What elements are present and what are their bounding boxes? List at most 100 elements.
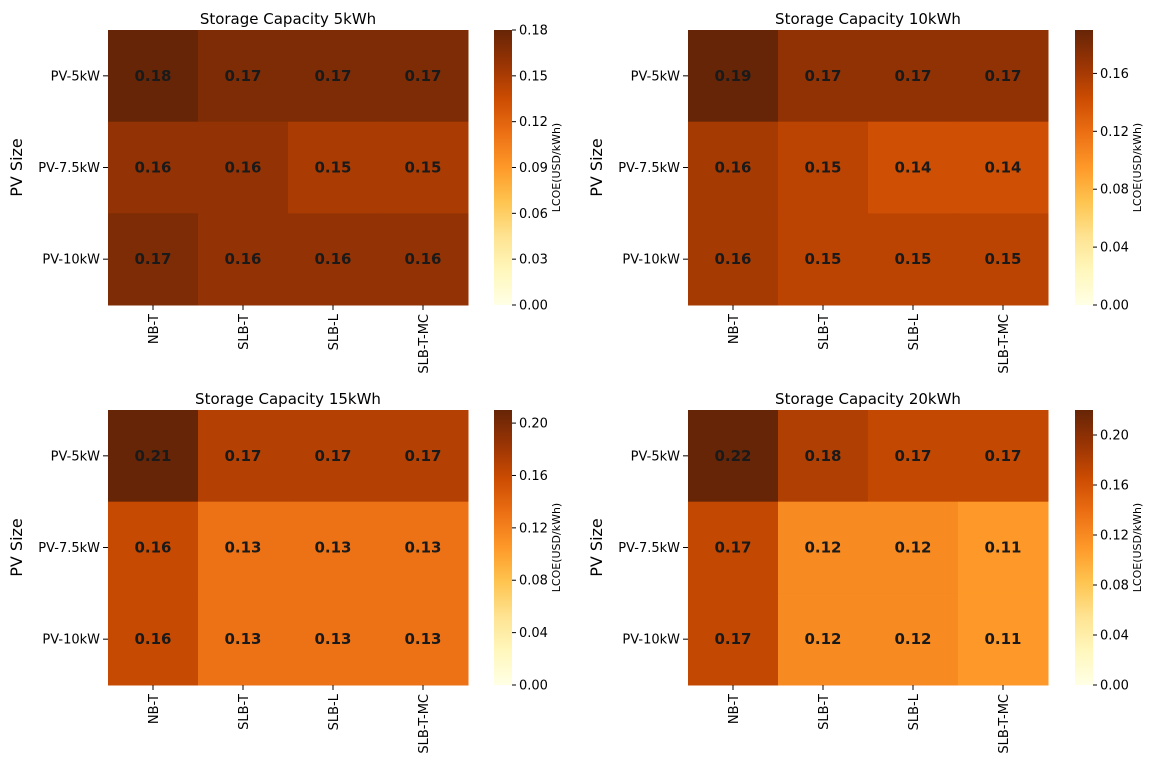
colorbar-label: LCOE(USD/kWh) (1131, 503, 1144, 592)
heatmap-cell (958, 593, 1049, 686)
panel-title: Storage Capacity 15kWh (195, 390, 381, 408)
heatmap-panel-1: Storage Capacity 5kWh 0.18 0.17 0.17 0.17 0.1… (7, 10, 563, 374)
panel-title: Storage Capacity 20kWh (775, 390, 961, 408)
cell-value-label: 0.17 (224, 447, 261, 465)
cell-value-label: 0.17 (714, 539, 751, 557)
colorbar-tick-label: 0.18 (519, 24, 548, 39)
x-tick-label: NB-T (147, 314, 162, 344)
y-tick-label: PV-7.5kW (618, 541, 680, 556)
y-tick-label: PV-10kW (42, 633, 100, 648)
colorbar-tick-label: 0.16 (1100, 67, 1129, 82)
heatmap-cell (198, 121, 289, 214)
cell-value-label: 0.13 (314, 539, 351, 557)
colorbar (494, 410, 512, 685)
cell-value-label: 0.19 (714, 67, 751, 85)
colorbar-tick-label: 0.00 (519, 679, 548, 694)
cell-value-label: 0.17 (984, 447, 1021, 465)
heatmap-cell (868, 593, 959, 686)
colorbar-tick-label: 0.20 (1100, 429, 1129, 444)
cell-value-label: 0.13 (404, 539, 441, 557)
cell-value-label: 0.17 (894, 447, 931, 465)
cell-value-label: 0.16 (714, 250, 751, 268)
y-tick-label: PV-10kW (622, 633, 680, 648)
cell-value-label: 0.18 (804, 447, 841, 465)
cell-value-label: 0.17 (134, 250, 171, 268)
colorbar-tick-label: 0.12 (519, 521, 548, 536)
colorbar-tick-label: 0.04 (1100, 629, 1129, 644)
heatmap-cell (778, 410, 869, 503)
cell-value-label: 0.22 (714, 447, 751, 465)
y-tick-label: PV-5kW (631, 69, 680, 84)
x-tick-label: NB-T (147, 694, 162, 724)
panel-title: Storage Capacity 10kWh (775, 10, 961, 28)
heatmap-cell (868, 121, 959, 214)
x-tick-label: NB-T (727, 314, 742, 344)
cell-value-label: 0.14 (894, 159, 931, 177)
y-tick-label: PV-5kW (631, 449, 680, 464)
cell-value-label: 0.17 (894, 67, 931, 85)
x-tick-label: SLB-T-MC (417, 314, 432, 374)
heatmap-cell (958, 121, 1049, 214)
colorbar (494, 30, 512, 305)
heatmap-cell (288, 501, 379, 594)
cell-value-label: 0.15 (984, 250, 1021, 268)
colorbar-tick-label: 0.09 (519, 161, 548, 176)
heatmap-cell (108, 213, 199, 306)
y-tick-label: PV-7.5kW (38, 541, 100, 556)
x-tick-label: NB-T (727, 694, 742, 724)
heatmap-cell (688, 213, 779, 306)
cell-value-label: 0.13 (404, 630, 441, 648)
cell-value-label: 0.12 (894, 630, 931, 648)
heatmap-cell (288, 410, 379, 503)
colorbar-tick-label: 0.08 (1100, 183, 1129, 198)
x-tick-label: SLB-T-MC (417, 694, 432, 754)
colorbar-tick-label: 0.04 (1100, 241, 1129, 256)
x-tick-label: SLB-T (817, 314, 832, 350)
heatmap-cell (378, 213, 469, 306)
y-axis-label: PV Size (587, 518, 606, 577)
heatmap-cell (958, 213, 1049, 306)
cell-value-label: 0.15 (804, 250, 841, 268)
heatmap-cell (288, 593, 379, 686)
cell-value-label: 0.16 (134, 159, 171, 177)
y-axis-label: PV Size (7, 138, 26, 197)
heatmap-cell (688, 121, 779, 214)
cell-value-label: 0.18 (134, 67, 171, 85)
cell-value-label: 0.17 (714, 630, 751, 648)
heatmap-cell (198, 593, 289, 686)
cell-value-label: 0.12 (804, 630, 841, 648)
heatmap-panel-4: Storage Capacity 20kWh 0.22 0.18 0.17 0.17 0.… (587, 390, 1144, 754)
heatmap-cell (198, 213, 289, 306)
cell-value-label: 0.21 (134, 447, 171, 465)
heatmap-cell (288, 121, 379, 214)
x-tick-label: SLB-T (817, 694, 832, 730)
cell-value-label: 0.16 (404, 250, 441, 268)
x-tick-label: SLB-L (907, 693, 922, 730)
cell-value-label: 0.16 (224, 250, 261, 268)
heatmap-panel-3: Storage Capacity 15kWh 0.21 0.17 0.17 0.17 0.… (7, 390, 563, 754)
colorbar-tick-label: 0.04 (519, 626, 548, 641)
colorbar-label: LCOE(USD/kWh) (550, 123, 563, 212)
colorbar-tick-label: 0.00 (1100, 679, 1129, 694)
colorbar-tick-label: 0.08 (1100, 579, 1129, 594)
heatmap-cell (868, 213, 959, 306)
cell-value-label: 0.17 (314, 447, 351, 465)
cell-value-label: 0.16 (714, 159, 751, 177)
x-tick-label: SLB-T-MC (997, 694, 1012, 754)
colorbar-label: LCOE(USD/kWh) (1131, 123, 1144, 212)
cell-value-label: 0.14 (984, 159, 1021, 177)
heatmap-cell (688, 410, 779, 503)
colorbar-tick-label: 0.08 (519, 574, 548, 589)
x-tick-label: SLB-L (327, 313, 342, 350)
colorbar-tick-label: 0.12 (1100, 529, 1129, 544)
colorbar-tick-label: 0.00 (1100, 299, 1129, 314)
heatmap-cell (378, 121, 469, 214)
x-tick-label: SLB-T (237, 314, 252, 350)
heatmap-cell (868, 410, 959, 503)
heatmap-cell (198, 30, 289, 123)
y-tick-label: PV-5kW (51, 449, 100, 464)
heatmap-cell (778, 30, 869, 123)
cell-value-label: 0.17 (314, 67, 351, 85)
heatmap-cell (198, 501, 289, 594)
